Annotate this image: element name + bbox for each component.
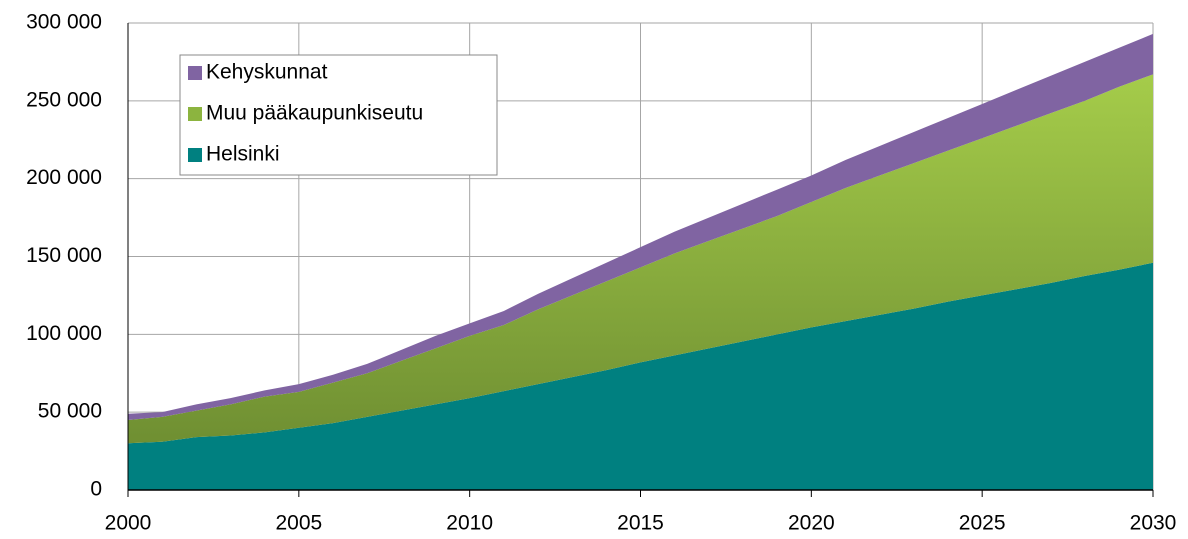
area	[128, 74, 1153, 444]
area	[128, 262, 1153, 490]
y-tick-label: 150 000	[26, 244, 102, 267]
y-tick-label: 100 000	[26, 322, 102, 345]
legend-swatch	[188, 148, 202, 162]
x-tick-label: 2030	[1130, 512, 1177, 534]
x-tick-label: 2015	[617, 512, 664, 534]
y-tick-label: 300 000	[26, 11, 102, 34]
y-tick-label: 200 000	[26, 166, 102, 189]
x-tick-label: 2005	[275, 512, 322, 534]
legend-label: Muu pääkaupunkiseutu	[206, 102, 423, 125]
legend-swatch	[188, 66, 202, 80]
y-tick-label: 50 000	[38, 400, 102, 423]
y-tick-label: 0	[90, 478, 102, 501]
x-tick-label: 2010	[446, 512, 493, 534]
legend-box	[179, 54, 498, 176]
x-tick-label: 2000	[105, 512, 152, 534]
x-tick-label: 2025	[959, 512, 1006, 534]
x-tick-label: 2020	[788, 512, 835, 534]
legend-label: Helsinki	[206, 143, 280, 166]
legend-swatch	[188, 107, 202, 121]
y-tick-label: 250 000	[26, 88, 102, 111]
legend-label: Kehyskunnat	[206, 61, 328, 84]
